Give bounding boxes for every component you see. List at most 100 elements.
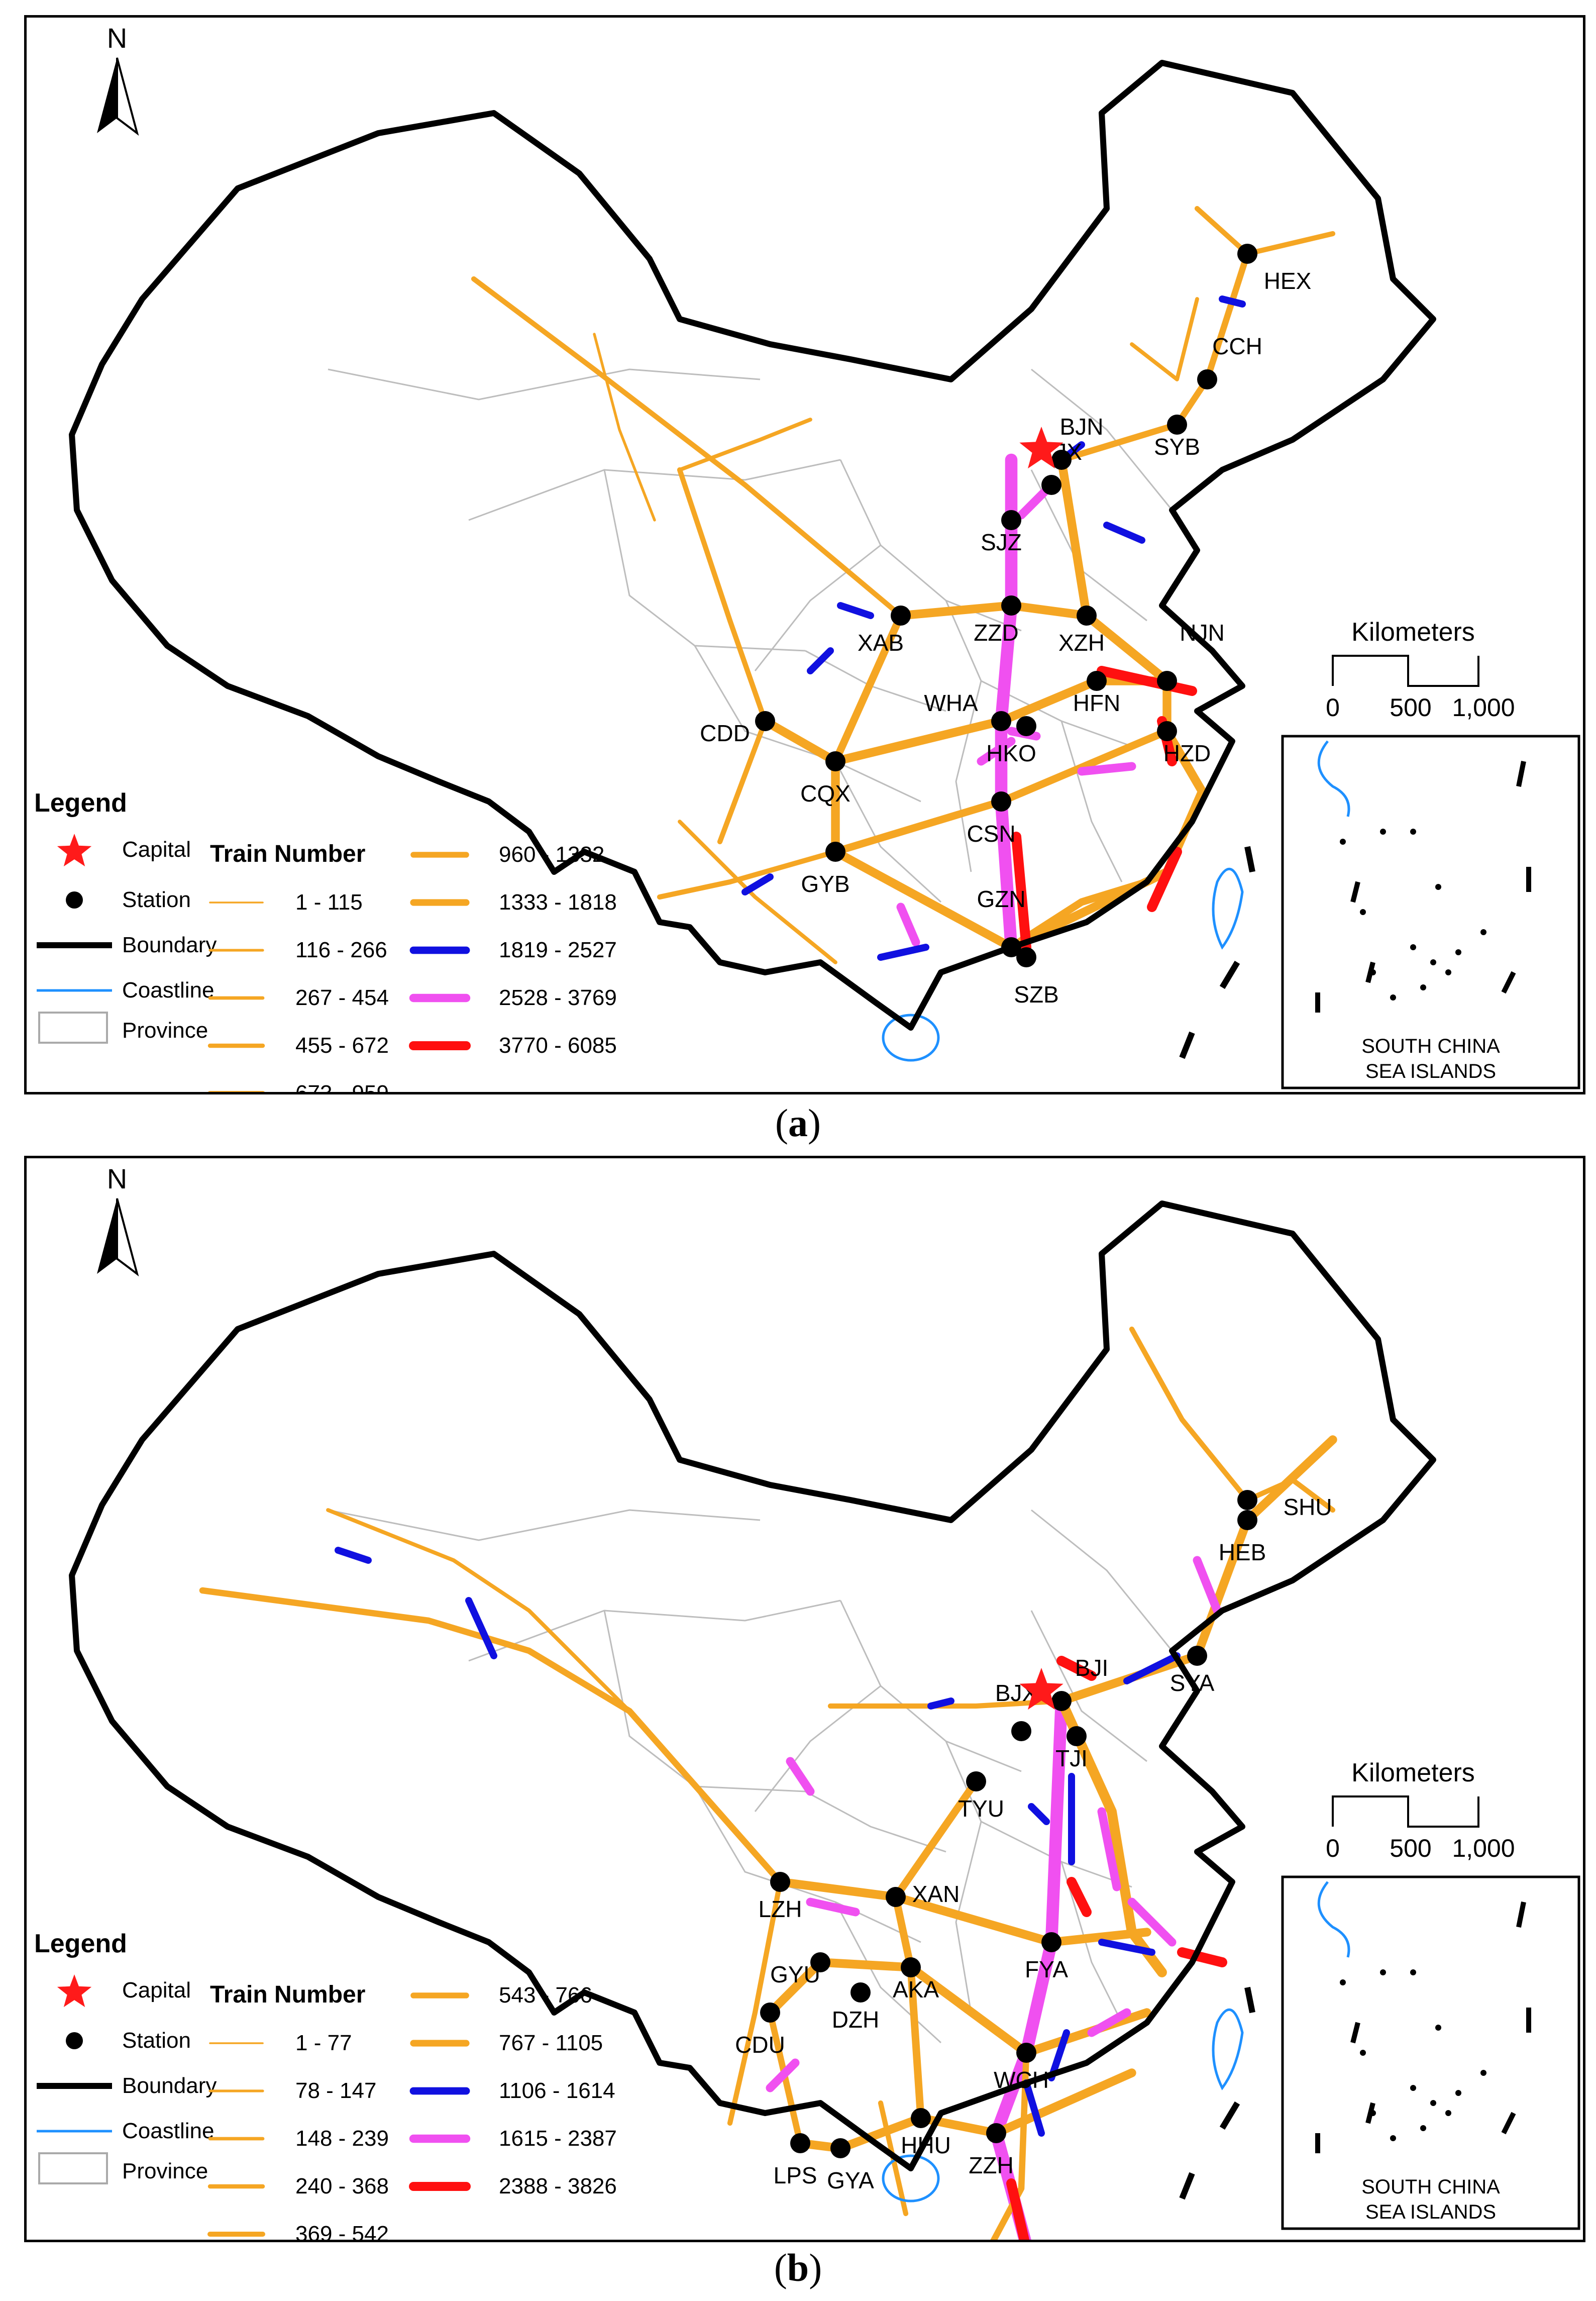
maritime-boundary-dash xyxy=(1244,1986,1255,2014)
province-boundary xyxy=(955,680,982,872)
train-class-label: 267 - 454 xyxy=(295,985,389,1010)
inset-frame xyxy=(1281,735,1580,1089)
maritime-boundary-dash xyxy=(1219,960,1240,989)
rail-corridor xyxy=(776,1877,1151,1947)
inset-label: SEA ISLANDS xyxy=(1365,1060,1496,1082)
inset-boundary-dash xyxy=(1350,2022,1360,2044)
legend-symbol-label: Province xyxy=(122,2159,208,2183)
rail-corridor-high xyxy=(741,873,774,895)
station-dot xyxy=(1167,415,1187,435)
rail-corridor-high xyxy=(1147,847,1182,912)
station-label: GZN xyxy=(977,886,1025,912)
station-dot xyxy=(1157,671,1177,691)
station-label: SYB xyxy=(1154,434,1200,460)
inset-island xyxy=(1455,2090,1461,2096)
map-panel-a: HEX CCH SYB BJN TJX SJZ XAB ZZD XZH NJN WHA HFN CDD H… xyxy=(24,15,1585,1094)
caption-a: (a) xyxy=(775,1101,821,1145)
station-dot xyxy=(1237,1490,1257,1510)
rail-corridor xyxy=(892,1777,980,2122)
station-dot xyxy=(1051,450,1072,470)
train-class-label: 2388 - 3826 xyxy=(499,2174,617,2198)
capital-star-icon xyxy=(57,834,92,867)
maritime-boundary-dash xyxy=(1219,2101,1240,2130)
station-label: BJI xyxy=(1075,1655,1108,1681)
inset-island xyxy=(1445,2110,1451,2116)
train-class-label: 1615 - 2387 xyxy=(499,2126,617,2151)
station-label: FYA xyxy=(1025,1956,1068,1982)
station-dot xyxy=(760,2003,780,2023)
inset-coastline xyxy=(1317,1881,1350,1958)
legend-symbol-label: Boundary xyxy=(122,2073,217,2098)
province-boundary xyxy=(1060,1861,1123,2023)
train-class-label: 116 - 266 xyxy=(295,938,387,962)
station-label: ZZH xyxy=(969,2152,1013,2178)
rail-corridor-high xyxy=(1219,295,1246,308)
rail-map-b: SHUHEBSYABJIBJXTJITYULZHXANFYAGYUAKADZHC… xyxy=(34,1163,1580,2240)
province-boundary xyxy=(839,459,1022,632)
station-dot xyxy=(825,751,845,771)
station-dot xyxy=(911,2108,931,2128)
rail-corridor-high xyxy=(1098,1939,1155,1956)
inset-island xyxy=(1390,2135,1396,2141)
scale-title: Kilometers xyxy=(1351,618,1475,647)
rail-corridor-high xyxy=(1028,1803,1050,1825)
station-label: HEX xyxy=(1264,268,1312,294)
station-label: ZZD xyxy=(974,620,1018,646)
legend-symbol-label: Province xyxy=(122,1018,208,1043)
train-class-label: 1333 - 1818 xyxy=(499,890,617,915)
legend-symbol-label: Capital xyxy=(122,837,191,862)
rail-corridor xyxy=(326,1508,631,1713)
north-arrow-icon xyxy=(97,1198,117,1274)
inset-island xyxy=(1420,984,1426,990)
scale-title: Kilometers xyxy=(1351,1758,1475,1787)
train-class-label: 673 - 959 xyxy=(295,1081,389,1092)
maritime-boundary-dash xyxy=(1179,1031,1195,1059)
scale-bar xyxy=(1332,1795,1479,1828)
inset-island xyxy=(1390,994,1396,1001)
train-class-label: 1 - 77 xyxy=(295,2031,352,2055)
capital-star xyxy=(1019,427,1063,469)
station-dot xyxy=(1001,510,1021,530)
rail-corridor-high xyxy=(1087,2008,1131,2037)
north-label: N xyxy=(107,1163,127,1194)
train-class-label: 148 - 239 xyxy=(295,2126,389,2151)
station-label: HHU xyxy=(901,2132,951,2158)
station-label: CDD xyxy=(700,720,750,746)
inset-label: SEA ISLANDS xyxy=(1365,2201,1496,2223)
station-label: CQX xyxy=(800,780,850,807)
station-label: SYA xyxy=(1170,1670,1215,1696)
station-label: HZD xyxy=(1163,740,1211,766)
inset-island xyxy=(1410,2085,1416,2091)
province-boundary xyxy=(955,1821,982,2013)
station-dot xyxy=(986,2123,1006,2143)
rail-corridor xyxy=(1007,878,1151,951)
rail-corridor-high xyxy=(1127,1897,1177,1947)
station-label: CCH xyxy=(1212,333,1262,359)
station-dot xyxy=(830,2138,850,2158)
rail-corridor-high xyxy=(807,647,834,674)
rail-corridor-high xyxy=(977,737,1016,766)
maritime-boundary-dash xyxy=(1244,846,1255,873)
rail-corridor xyxy=(199,1587,784,1885)
inset-coastline xyxy=(1317,740,1350,817)
station-label: XAN xyxy=(912,1881,960,1907)
province-boundary xyxy=(945,600,1132,747)
inset-boundary-dash xyxy=(1516,1902,1526,1928)
station-label: GYU xyxy=(770,1961,820,1987)
rail-corridor-high xyxy=(465,1597,497,1659)
north-arrow-icon xyxy=(116,1198,139,1277)
station-label: GYA xyxy=(827,2167,874,2193)
rail-corridor-high xyxy=(877,944,929,961)
rail-corridor xyxy=(1129,1326,1250,1503)
province-boundary xyxy=(328,368,761,401)
rail-corridor xyxy=(727,1879,783,2126)
province-boundary xyxy=(1031,1509,1173,1651)
train-class-label: 2528 - 3769 xyxy=(499,985,617,1010)
inset-island xyxy=(1340,839,1346,845)
scale-tick-label: 1,000 xyxy=(1452,693,1515,722)
rail-corridor-high xyxy=(786,1757,815,1796)
station-dot xyxy=(1001,595,1021,616)
station-dot xyxy=(850,1982,871,2003)
legend-symbol-label: Coastline xyxy=(122,978,214,1003)
